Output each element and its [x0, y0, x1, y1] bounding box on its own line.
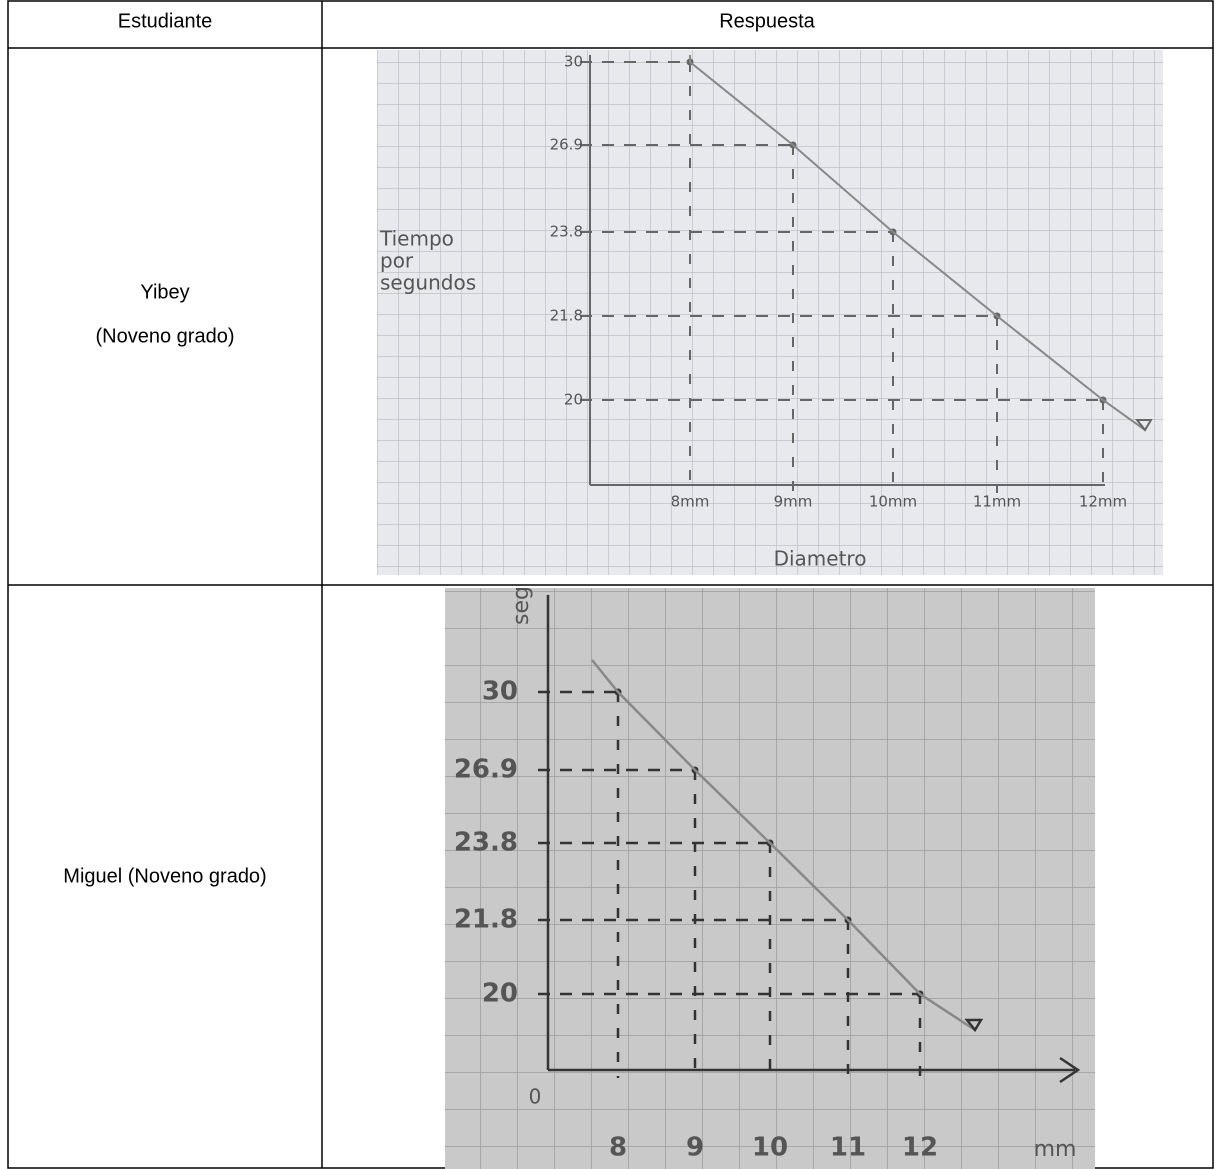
origin-label: 0: [529, 1085, 542, 1109]
y-label: 23.8: [454, 828, 518, 858]
header-cell: Estudiante: [118, 10, 213, 32]
y-label: 30: [482, 677, 518, 707]
x-label: 9mm: [774, 493, 813, 511]
x-label: 11: [830, 1133, 866, 1163]
response-photo: [377, 50, 1163, 575]
x-title: mm: [1034, 1137, 1077, 1162]
header-cell: Respuesta: [719, 10, 815, 32]
y-title: por: [380, 249, 414, 273]
y-label: 26.9: [454, 755, 518, 785]
y-label: 26.9: [550, 136, 583, 154]
x-label: 12: [902, 1133, 938, 1163]
student-grade: (Noveno grado): [96, 325, 235, 347]
y-title: Tiempo: [379, 227, 454, 251]
y-label: 21.8: [454, 905, 518, 935]
y-label: 30: [564, 53, 583, 71]
x-label: 11mm: [973, 493, 1021, 511]
student-name: Yibey: [140, 281, 189, 303]
y-label: 20: [482, 979, 518, 1009]
document: Estudiante Respuesta Yibey (Noveno grado…: [0, 0, 1217, 1169]
x-label: 10mm: [869, 493, 917, 511]
response-photo: [445, 588, 1095, 1169]
y-label: 20: [564, 391, 583, 409]
x-title: Diametro: [774, 547, 867, 571]
x-label: 8: [609, 1133, 627, 1163]
y-title: segundos: [380, 271, 476, 295]
y-label: 23.8: [550, 223, 583, 241]
student-name: Miguel (Noveno grado): [63, 865, 266, 887]
x-label: 8mm: [671, 493, 710, 511]
x-label: 10: [752, 1133, 788, 1163]
x-label: 12mm: [1079, 493, 1127, 511]
x-label: 9: [686, 1133, 704, 1163]
y-title: seg: [509, 586, 534, 625]
y-label: 21.8: [550, 307, 583, 325]
page: Estudiante Respuesta Yibey (Noveno grado…: [0, 0, 1217, 1169]
